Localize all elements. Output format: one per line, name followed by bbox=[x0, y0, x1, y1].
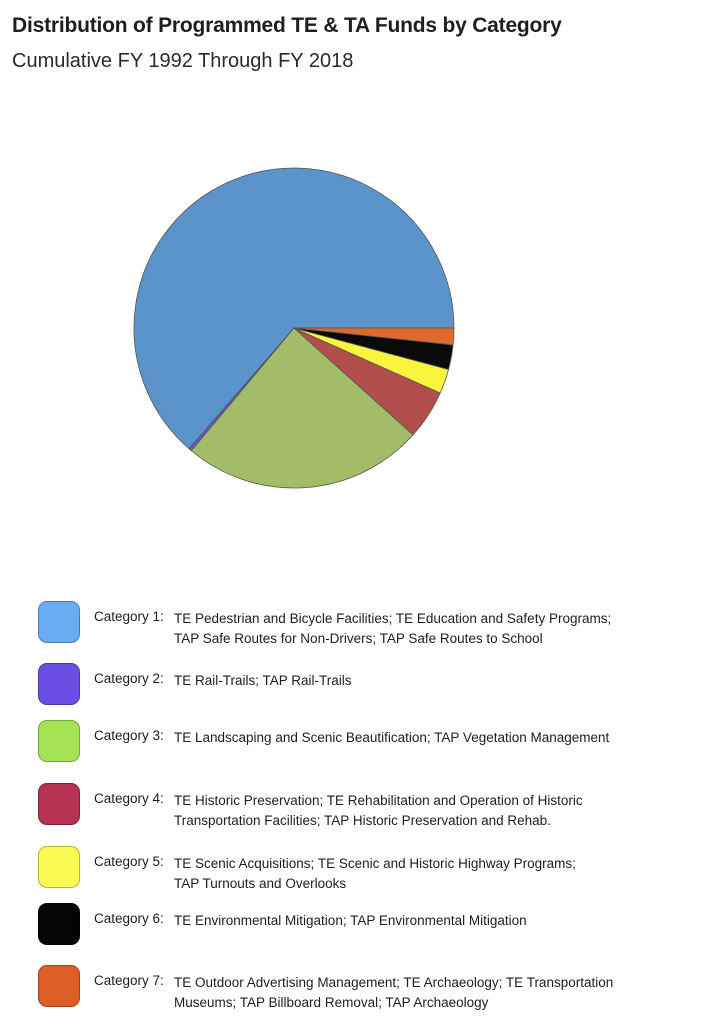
legend-line: TE Scenic Acquisitions; TE Scenic and Hi… bbox=[174, 856, 576, 871]
legend-swatch-1 bbox=[38, 601, 80, 643]
legend-line: TE Landscaping and Scenic Beautification… bbox=[174, 730, 610, 745]
legend-swatch-3 bbox=[38, 720, 80, 762]
legend-line: TAP Turnouts and Overlooks bbox=[174, 876, 347, 891]
legend-description-1: TE Pedestrian and Bicycle Facilities; TE… bbox=[174, 609, 611, 649]
legend-category-label-7: Category 7: bbox=[94, 973, 164, 988]
legend-swatch-5 bbox=[38, 846, 80, 888]
legend-category-label-5: Category 5: bbox=[94, 854, 164, 869]
legend-line: TE Rail-Trails; TAP Rail-Trails bbox=[174, 673, 352, 688]
legend-category-label-4: Category 4: bbox=[94, 791, 164, 806]
legend-swatch-2 bbox=[38, 663, 80, 705]
pie-chart bbox=[133, 167, 455, 489]
legend-category-label-6: Category 6: bbox=[94, 911, 164, 926]
legend-line: TE Outdoor Advertising Management; TE Ar… bbox=[174, 975, 614, 990]
legend-description-6: TE Environmental Mitigation; TAP Environ… bbox=[174, 911, 527, 931]
legend-line: Transportation Facilities; TAP Historic … bbox=[174, 813, 551, 828]
legend-description-3: TE Landscaping and Scenic Beautification… bbox=[174, 728, 609, 748]
legend-category-label-3: Category 3: bbox=[94, 728, 164, 743]
legend-description-5: TE Scenic Acquisitions; TE Scenic and Hi… bbox=[174, 854, 576, 894]
legend-line: TE Historic Preservation; TE Rehabilitat… bbox=[174, 793, 583, 808]
legend-category-label-2: Category 2: bbox=[94, 671, 164, 686]
legend-description-7: TE Outdoor Advertising Management; TE Ar… bbox=[174, 973, 613, 1013]
legend-line: Museums; TAP Billboard Removal; TAP Arch… bbox=[174, 995, 489, 1010]
legend-swatch-7 bbox=[38, 965, 80, 1007]
legend-line: TE Pedestrian and Bicycle Facilities; TE… bbox=[174, 611, 612, 626]
pie-slice-1 bbox=[133, 167, 455, 450]
legend-category-label-1: Category 1: bbox=[94, 609, 164, 624]
legend-description-2: TE Rail-Trails; TAP Rail-Trails bbox=[174, 671, 352, 691]
legend-description-4: TE Historic Preservation; TE Rehabilitat… bbox=[174, 791, 583, 831]
chart-subtitle: Cumulative FY 1992 Through FY 2018 bbox=[12, 50, 354, 72]
legend-swatch-6 bbox=[38, 903, 80, 945]
pie-slice-3 bbox=[190, 327, 414, 489]
legend-line: TAP Safe Routes for Non-Drivers; TAP Saf… bbox=[174, 631, 543, 646]
chart-title: Distribution of Programmed TE & TA Funds… bbox=[12, 14, 562, 37]
legend-line: TE Environmental Mitigation; TAP Environ… bbox=[174, 913, 527, 928]
legend-swatch-4 bbox=[38, 783, 80, 825]
pie-slice-7 bbox=[293, 327, 455, 346]
